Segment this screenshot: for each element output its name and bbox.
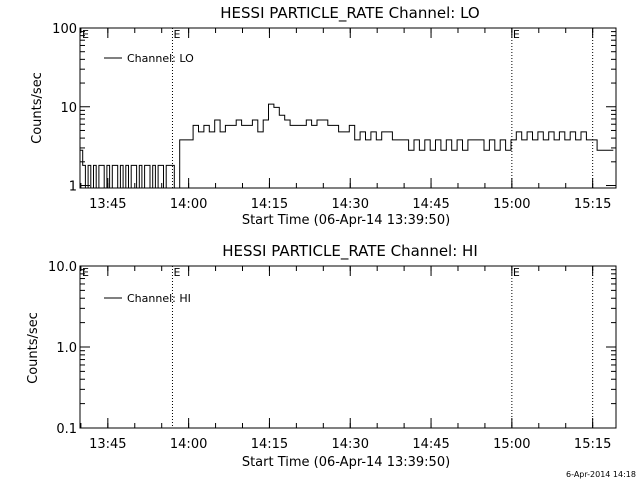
hi-x-tick-label: 15:15 [574, 437, 611, 452]
hi-y-axis-label: Counts/sec [26, 312, 41, 384]
lo-x-tick-label: 15:15 [574, 197, 611, 212]
lo-plot-frame [79, 27, 617, 189]
lo-x-tick-label: 14:45 [412, 197, 449, 212]
lo-y-tick-label: 100 [52, 22, 77, 37]
hi-x-tick-label: 13:45 [89, 437, 126, 452]
lo-x-tick-label: 14:30 [332, 197, 369, 212]
hi-x-tick-label: 15:00 [493, 437, 530, 452]
hi-y-tick-label: 0.1 [56, 422, 77, 437]
hi-event-marker-label: E [513, 266, 520, 279]
lo-x-axis-label: Start Time (06-Apr-14 13:39:50) [242, 213, 450, 228]
hi-x-tick-label: 14:00 [170, 437, 207, 452]
hi-x-axis-label: Start Time (06-Apr-14 13:39:50) [242, 455, 450, 470]
hi-axis-ticks: 13:45 14:00 14:15 14:30 14:45 15:00 15:15 0.1 1.… [48, 260, 616, 452]
hi-event-markers: E EE [82, 266, 594, 428]
hi-legend-label: Channel: HI [127, 292, 191, 305]
lo-event-marker-label: E [173, 28, 180, 41]
lo-y-tick-label: 1 [69, 180, 77, 195]
lo-x-tick-label: 14:15 [251, 197, 288, 212]
timestamp-stamp: 6-Apr-2014 14:18 [566, 470, 636, 479]
lo-legend-label: Channel: LO [127, 52, 194, 65]
hi-event-marker-label: E [173, 266, 180, 279]
lo-series-line [80, 103, 614, 189]
hi-y-tick-label: 10.0 [48, 260, 77, 275]
hi-y-tick-label: 1.0 [56, 341, 77, 356]
lo-panel-title: HESSI PARTICLE_RATE Channel: LO [220, 4, 479, 23]
lo-x-tick-label: 14:00 [170, 197, 207, 212]
lo-event-marker-label: E [513, 28, 520, 41]
lo-event-marker-label: E [82, 28, 89, 41]
hi-x-tick-label: 14:15 [251, 437, 288, 452]
lo-event-markers: E EE [82, 28, 594, 188]
hi-x-tick-label: 14:30 [332, 437, 369, 452]
lo-y-tick-label: 10 [60, 101, 77, 116]
lo-x-tick-label: 15:00 [493, 197, 530, 212]
hi-x-tick-label: 14:45 [412, 437, 449, 452]
hi-event-marker-label: E [82, 266, 89, 279]
hi-panel-title: HESSI PARTICLE_RATE Channel: HI [222, 242, 478, 261]
hi-plot-frame [79, 265, 617, 429]
lo-y-axis-label: Counts/sec [30, 72, 45, 144]
lo-axis-ticks: 13:45 14:00 14:15 14:30 14:45 15:00 15:15 1 10 10… [52, 22, 616, 212]
lo-x-tick-label: 13:45 [89, 197, 126, 212]
